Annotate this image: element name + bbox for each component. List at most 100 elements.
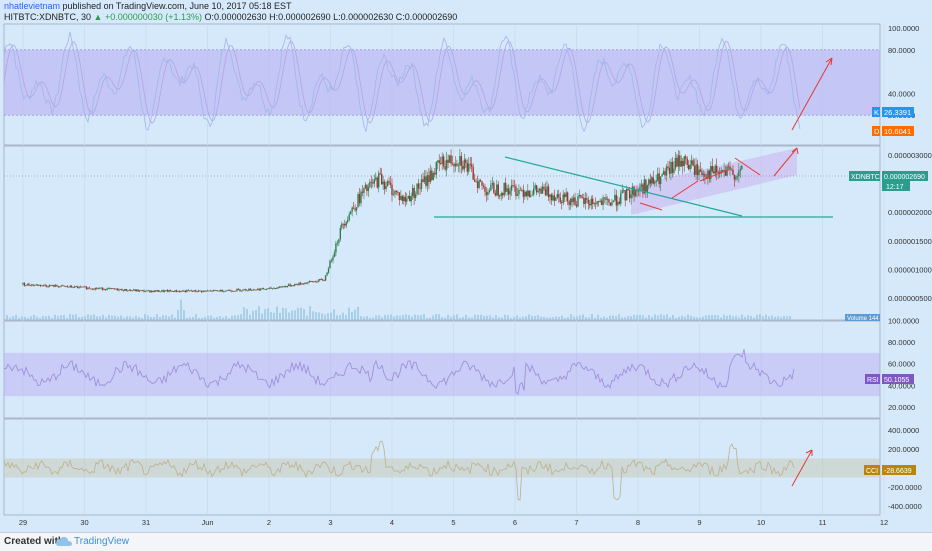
volume-bar <box>24 316 26 320</box>
stoch-ytick-label: 40.0000 <box>888 89 915 98</box>
candle-body <box>75 286 77 288</box>
volume-bar <box>90 315 92 320</box>
candle-body <box>696 164 699 176</box>
candle-body <box>383 181 386 190</box>
candle-body <box>602 197 604 206</box>
candle-body <box>735 176 737 180</box>
volume-bar <box>81 316 83 320</box>
candle-body <box>695 164 697 175</box>
candle-body <box>286 285 288 287</box>
candle-body <box>313 281 315 283</box>
candle-body <box>237 289 240 290</box>
candle-body <box>482 185 485 187</box>
candle-body <box>118 289 120 291</box>
volume-bar <box>540 316 542 320</box>
volume-bar <box>444 317 446 320</box>
candle-body <box>91 288 94 290</box>
tradingview-brand[interactable]: TradingView <box>74 536 130 547</box>
candle-body <box>293 284 296 286</box>
candle-body <box>420 179 423 189</box>
candle-body <box>485 191 488 196</box>
candle-body <box>431 170 433 180</box>
candle-body <box>175 290 178 292</box>
volume-bar <box>219 316 221 320</box>
candle-body <box>544 189 547 196</box>
candle-body <box>668 167 671 174</box>
candle-body <box>68 286 70 288</box>
candle-body <box>155 290 157 292</box>
candle-body <box>231 290 234 292</box>
volume-bar <box>582 314 584 320</box>
volume-bar <box>420 315 422 320</box>
xaxis-tick-label: 10 <box>757 518 765 527</box>
volume-bar <box>54 314 56 320</box>
candle-body <box>633 186 635 197</box>
candle-body <box>116 288 119 291</box>
ohlc-line: HITBTC:XDNBTC, 30 ▲ +0.000000030 (+1.13%… <box>4 12 457 22</box>
stoch-k-marker <box>872 107 880 117</box>
candle-body <box>163 290 166 292</box>
candle-body <box>518 189 520 195</box>
candle-body <box>273 288 275 289</box>
candle-body <box>652 177 654 184</box>
candle-body <box>31 284 33 286</box>
cci-value-box <box>882 465 916 475</box>
price-ytick-label: 0.000003000 <box>888 151 932 160</box>
volume-bar <box>228 317 230 320</box>
candle-body <box>369 181 371 188</box>
candle-body <box>674 157 677 169</box>
symbol-marker-value: 0.000002690 <box>884 174 925 181</box>
xaxis-tick-label: 4 <box>390 518 394 527</box>
volume-bar <box>642 315 644 320</box>
stoch-marker-value: 10.6041 <box>884 127 911 136</box>
candle-body <box>717 172 719 173</box>
volume-bar <box>747 315 749 320</box>
candle-body <box>655 180 657 182</box>
volume-bar <box>57 316 59 320</box>
volume-bar <box>48 315 50 320</box>
candle-body <box>305 282 308 284</box>
xaxis-tick-label: 5 <box>451 518 455 527</box>
candle-body <box>454 163 457 167</box>
volume-bar <box>75 314 77 320</box>
xaxis-tick-label: 29 <box>19 518 27 527</box>
candle-body <box>358 194 361 204</box>
candle-body <box>351 207 353 212</box>
candle-body <box>224 290 226 292</box>
candle-body <box>682 160 684 167</box>
candle-body <box>72 287 74 289</box>
candle-body <box>99 288 101 290</box>
author-link[interactable]: nhatlevietnam <box>4 1 61 11</box>
candle-body <box>152 290 154 293</box>
candle-body <box>592 198 594 205</box>
rsi-marker-value: 50.1055 <box>884 377 909 384</box>
volume-bar <box>30 316 32 320</box>
candle-body <box>113 288 116 290</box>
candle-body <box>609 202 612 206</box>
chart-canvas[interactable]: 100.0000 80.0000 40.0000 20.0000 K 26.3391 D 10… <box>0 0 932 532</box>
volume-bar <box>780 317 782 320</box>
price-forecast-arrow <box>699 169 729 182</box>
candle-body <box>503 183 505 196</box>
candle-body <box>444 166 446 170</box>
candle-body <box>320 279 322 280</box>
candle-body <box>348 214 350 220</box>
candle-body <box>445 159 448 170</box>
volume-bar <box>750 315 752 320</box>
candle-body <box>156 290 159 292</box>
volume-bar <box>132 317 134 320</box>
candle-body <box>97 288 99 290</box>
volume-bar <box>231 315 233 320</box>
candle-body <box>708 170 711 179</box>
volume-bar <box>165 315 167 320</box>
volume-marker-box <box>845 314 880 321</box>
rsi-ytick-label: 20.0000 <box>888 403 915 412</box>
candle-body <box>335 243 337 253</box>
candle-body <box>407 195 409 199</box>
candle-body <box>223 291 225 293</box>
candle-body <box>385 186 387 190</box>
volume-bar <box>705 315 707 320</box>
candle-body <box>338 239 340 243</box>
volume-bar <box>597 314 599 320</box>
volume-bar <box>135 315 137 320</box>
